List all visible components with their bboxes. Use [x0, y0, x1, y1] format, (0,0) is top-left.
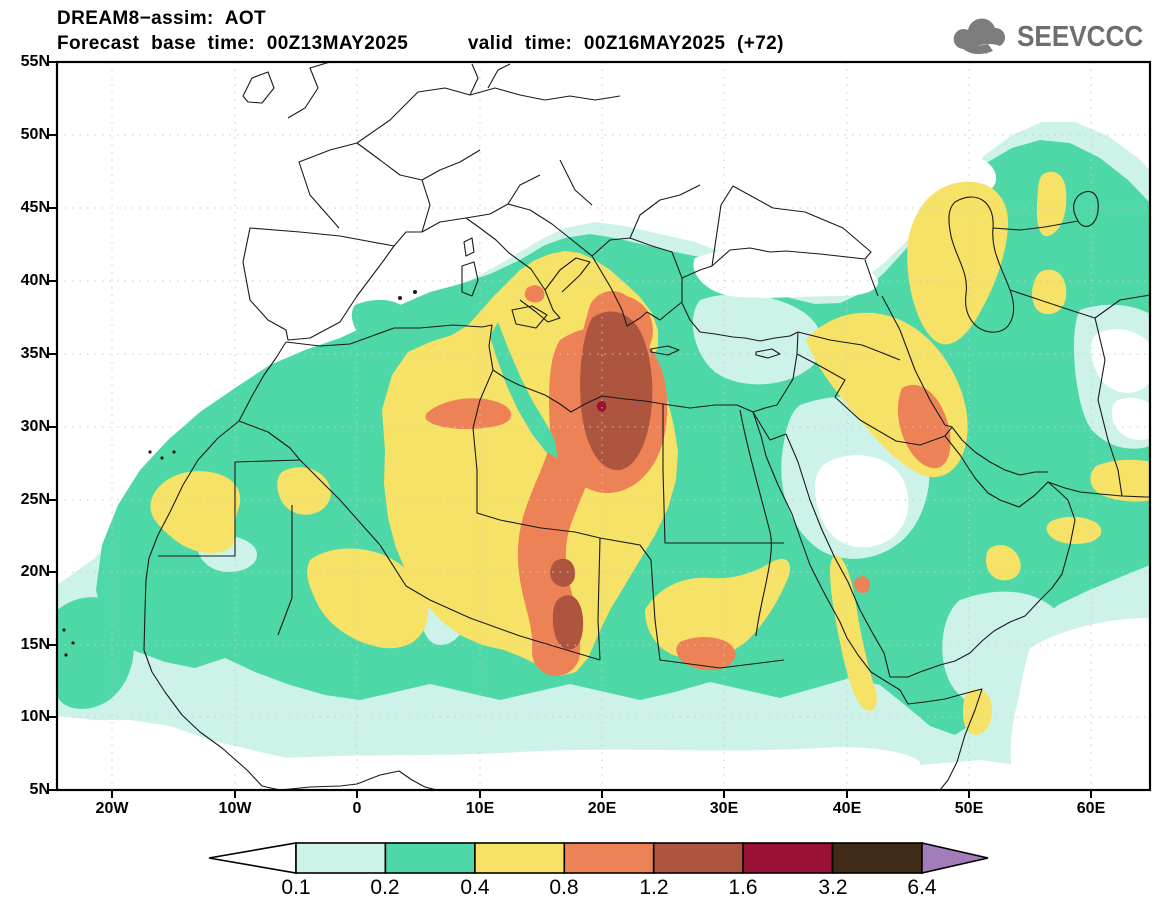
- colorbar-segment: [742, 842, 834, 874]
- colorbar-label: 3.2: [818, 876, 848, 899]
- colorbar-segment: [384, 842, 476, 874]
- aot-below-01-layer: [240, 149, 1150, 788]
- logo-text: SEEVCCC: [1016, 20, 1143, 53]
- colorbar-segment: [474, 842, 566, 874]
- colorbar-segment: [652, 842, 744, 874]
- colorbar-label: 0.1: [281, 876, 311, 899]
- x-axis-label: 10E: [465, 800, 495, 817]
- x-axis-label: 20E: [587, 800, 617, 817]
- y-axis-label: 45N: [20, 199, 50, 216]
- y-axis-label: 20N: [20, 563, 50, 580]
- aot-12-16-layer: [550, 311, 653, 650]
- y-axis-label: 5N: [29, 781, 50, 798]
- aot-02-04-wedge-layer: [490, 322, 558, 458]
- colorbar-label: 1.2: [639, 876, 669, 899]
- y-axis-label: 25N: [20, 491, 50, 508]
- aot-16-32-layer: [596, 400, 607, 412]
- map-frame: [49, 60, 1152, 798]
- header-titles: DREAM8−assim: AOT Forecast base time: 00…: [57, 6, 784, 56]
- x-axis-label: 30E: [709, 800, 739, 817]
- colorbar-label: 0.8: [549, 876, 579, 899]
- colorbar-segment: [295, 842, 387, 874]
- x-axis-label: 40E: [832, 800, 862, 817]
- colorbar-right-arrow: [921, 841, 989, 875]
- colorbar-left-arrow: [208, 842, 297, 874]
- forecast-base-time: Forecast base time: 00Z13MAY2025: [57, 33, 409, 54]
- y-axis-label: 15N: [20, 636, 50, 653]
- x-axis-label: 60E: [1076, 800, 1106, 817]
- x-axis-label: 50E: [954, 800, 984, 817]
- seevccc-logo: SEEVCCC: [949, 16, 1157, 58]
- colorbar-segment: [831, 842, 923, 874]
- colorbar: [208, 841, 989, 875]
- colorbar-label: 6.4: [907, 876, 937, 899]
- colorbar-label: 0.4: [460, 876, 490, 899]
- y-axis-label: 40N: [20, 272, 50, 289]
- chart-subtitle: Forecast base time: 00Z13MAY2025 valid t…: [57, 31, 784, 56]
- island-dots: [62, 290, 417, 657]
- valid-time: valid time: 00Z16MAY2025 (+72): [467, 33, 784, 54]
- y-axis-label: 35N: [20, 345, 50, 362]
- y-axis-label: 50N: [20, 126, 50, 143]
- y-axis-label: 30N: [20, 418, 50, 435]
- graticule: [57, 62, 1150, 790]
- coastlines-borders: [143, 62, 1150, 790]
- chart-title: DREAM8−assim: AOT: [57, 8, 267, 29]
- x-axis-label: 20W: [95, 800, 129, 817]
- x-axis-label: 0: [352, 800, 362, 817]
- x-axis-label: 10W: [218, 800, 252, 817]
- y-axis-label: 55N: [20, 53, 50, 70]
- cloud-icon: [953, 18, 1005, 58]
- colorbar-label: 1.6: [728, 876, 758, 899]
- y-axis-label: 10N: [20, 708, 50, 725]
- colorbar-label: 0.2: [370, 876, 400, 899]
- colorbar-segment: [563, 842, 655, 874]
